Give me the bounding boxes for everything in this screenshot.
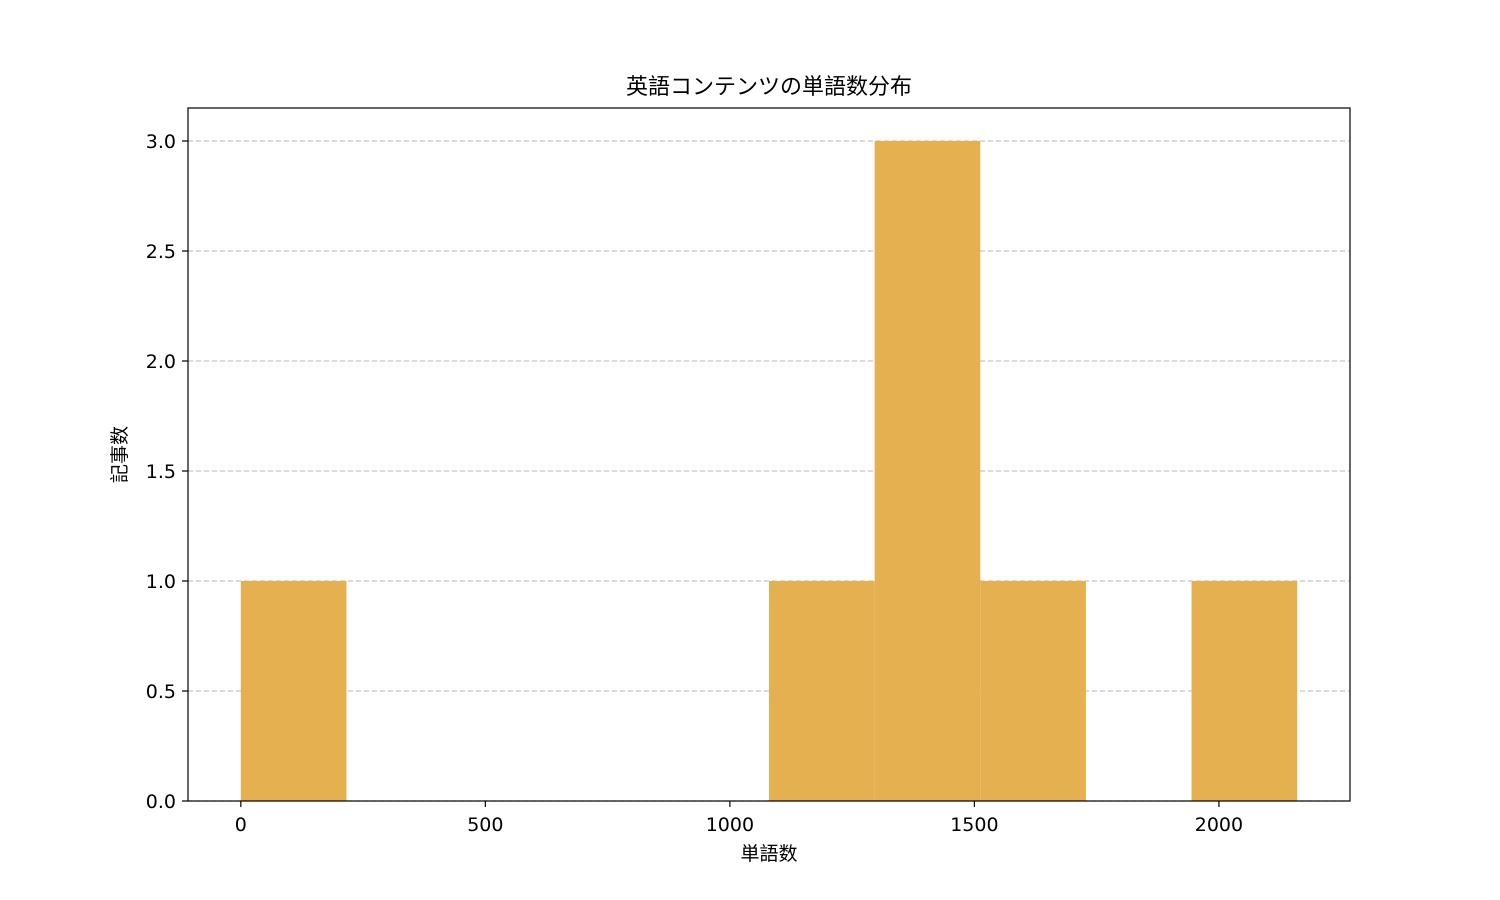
y-tick-label-0: 0.0 bbox=[146, 791, 176, 813]
histogram-bar-7 bbox=[980, 581, 1086, 801]
histogram-bar-6 bbox=[874, 141, 981, 801]
y-tick-label-6: 3.0 bbox=[146, 131, 176, 153]
histogram-bar-5 bbox=[769, 581, 875, 801]
x-axis-label: 単語数 bbox=[740, 843, 797, 865]
x-tick-label-4: 2000 bbox=[1195, 814, 1243, 836]
y-axis-ticks: 0.0 0.5 1.0 1.5 2.0 2.5 3.0 bbox=[146, 131, 188, 813]
y-tick-label-3: 1.5 bbox=[146, 461, 176, 483]
x-tick-label-2: 1000 bbox=[706, 814, 754, 836]
y-tick-label-1: 0.5 bbox=[146, 681, 176, 703]
histogram-bar-0 bbox=[240, 581, 347, 801]
x-tick-label-0: 0 bbox=[235, 814, 247, 836]
y-tick-label-5: 2.5 bbox=[146, 241, 176, 263]
histogram-bar-9 bbox=[1191, 581, 1298, 801]
x-axis-ticks: 0 500 1000 1500 2000 bbox=[235, 801, 1243, 836]
y-tick-label-2: 1.0 bbox=[146, 571, 176, 593]
x-tick-label-1: 500 bbox=[467, 814, 503, 836]
x-tick-label-3: 1500 bbox=[950, 814, 998, 836]
histogram-bars bbox=[240, 141, 1298, 801]
chart-title: 英語コンテンツの単語数分布 bbox=[626, 75, 912, 100]
y-axis-label: 記事数 bbox=[109, 426, 131, 483]
y-tick-label-4: 2.0 bbox=[146, 351, 176, 373]
plot-frame bbox=[187, 107, 1351, 802]
